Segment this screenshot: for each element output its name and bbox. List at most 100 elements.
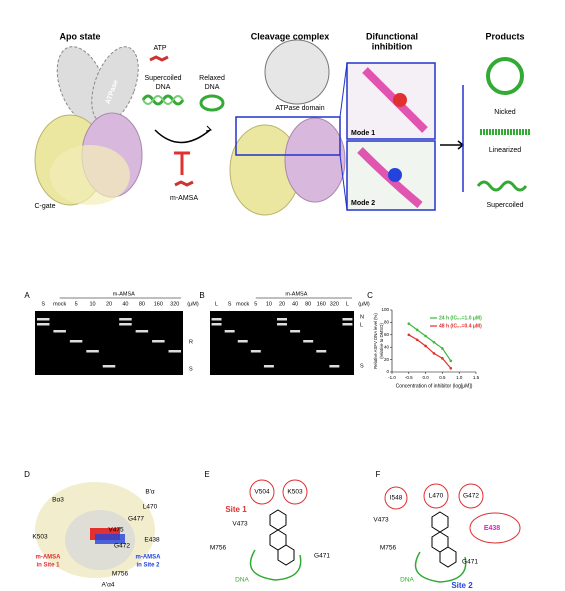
label: Mode 2 xyxy=(351,200,375,207)
residue-label: V473 xyxy=(373,517,389,524)
data-point xyxy=(415,338,419,342)
residue-label: L470 xyxy=(143,504,158,511)
bottom-illustrations xyxy=(35,479,521,583)
panel-letter: F xyxy=(376,470,381,479)
heading: Products xyxy=(485,31,524,41)
gel-band xyxy=(69,340,83,343)
panel-letter: A xyxy=(24,291,30,300)
legend-label: 48 h (IC₅₀=0.4 μM) xyxy=(439,323,482,329)
residue-label: G471 xyxy=(314,553,330,560)
residue-label: M756 xyxy=(380,545,397,552)
series-line xyxy=(408,334,452,369)
panel-letter: E xyxy=(204,470,209,479)
data-point xyxy=(441,357,444,360)
apo-illustration xyxy=(34,46,143,206)
heading: Cleavage complex xyxy=(251,31,330,41)
lane-label: S xyxy=(41,301,45,307)
lane-label: S xyxy=(228,301,232,307)
y-tick-label: 0 xyxy=(386,369,389,374)
data-point xyxy=(449,359,453,363)
gel-band xyxy=(102,365,116,368)
x-tick-label: 1.5 xyxy=(473,375,480,380)
residue-label: L470 xyxy=(429,493,444,500)
data-point xyxy=(449,366,453,370)
gel xyxy=(210,311,354,375)
gel xyxy=(35,311,183,375)
panel-letter: C xyxy=(367,291,373,300)
label: C-gate xyxy=(34,203,55,210)
gel-band xyxy=(168,350,182,353)
label: Site 2 xyxy=(451,581,473,590)
lane-label: 5 xyxy=(254,301,257,307)
lane-label: 320 xyxy=(330,301,339,307)
label: Mode 1 xyxy=(351,130,375,137)
y-axis-label: Relative ASFV DNA level (%) xyxy=(373,313,378,369)
gel-band xyxy=(290,330,301,333)
y-tick-label: 20 xyxy=(384,357,390,362)
residue-label: E438 xyxy=(144,537,160,544)
gel-band xyxy=(342,318,353,321)
residue-label: A'α4 xyxy=(102,582,115,589)
data-point xyxy=(424,344,427,348)
y-tick-label: 80 xyxy=(384,320,390,325)
abstract-icons xyxy=(141,55,225,187)
label: in Site 1 xyxy=(36,563,60,569)
label: (μM) xyxy=(358,301,370,307)
legend-label: 24 h (IC₅₀=1.0 μM) xyxy=(439,315,482,321)
lane-label: 80 xyxy=(139,301,145,307)
label: m-AMSA xyxy=(113,291,135,297)
lane-label: 160 xyxy=(154,301,163,307)
gel-band xyxy=(211,323,222,326)
gel-band xyxy=(342,323,353,326)
data-point xyxy=(415,328,419,332)
residue-label: M756 xyxy=(112,571,129,578)
lane-label: 160 xyxy=(317,301,326,307)
y-tick-label: 100 xyxy=(381,307,389,312)
lane-label: 320 xyxy=(170,301,179,307)
residue-label: M756 xyxy=(210,545,227,552)
marker-label: R xyxy=(189,339,193,345)
gel-band xyxy=(277,318,287,321)
cleavage-illustration xyxy=(229,39,530,216)
label: DNA xyxy=(205,84,220,91)
gel-band xyxy=(86,350,99,353)
gel-band xyxy=(119,323,132,326)
gel-band xyxy=(224,330,235,333)
residue-label: V473 xyxy=(232,521,248,528)
x-tick-label: -0.5 xyxy=(405,375,413,380)
residue-label: G472 xyxy=(463,493,479,500)
panel-letter: B xyxy=(199,291,204,300)
y-tick-label: 40 xyxy=(384,344,390,349)
data-point xyxy=(432,352,436,355)
label: ATP xyxy=(153,45,166,52)
data-point xyxy=(432,340,436,344)
lane-label: L xyxy=(215,301,218,307)
label: m-AMSA xyxy=(285,291,307,297)
label: E438 xyxy=(484,525,500,532)
data-point xyxy=(424,334,427,338)
gel-band xyxy=(53,330,66,333)
y-tick-label: 60 xyxy=(384,332,390,337)
gel-band xyxy=(152,340,165,343)
label: DNA xyxy=(156,84,171,91)
x-axis-label: Concentration of inhibitor (log[μM]) xyxy=(396,383,473,389)
gel-band xyxy=(250,350,261,353)
gel-band xyxy=(237,340,248,343)
lane-label: 10 xyxy=(89,301,95,307)
residue-label: Bα3 xyxy=(52,497,64,504)
gel-band xyxy=(329,365,340,368)
residue-label: I548 xyxy=(390,495,403,502)
gel-band xyxy=(303,340,314,343)
lane-label: L xyxy=(346,301,349,307)
lane-label: 20 xyxy=(106,301,112,307)
heading: inhibition xyxy=(372,41,413,51)
label: DNA xyxy=(235,577,249,584)
label: Site 1 xyxy=(225,505,247,514)
gel-band xyxy=(119,318,132,321)
residue-label: K503 xyxy=(32,534,48,541)
residue-label: V475 xyxy=(108,527,124,534)
lane-label: 5 xyxy=(75,301,78,307)
gel-band xyxy=(277,323,287,326)
